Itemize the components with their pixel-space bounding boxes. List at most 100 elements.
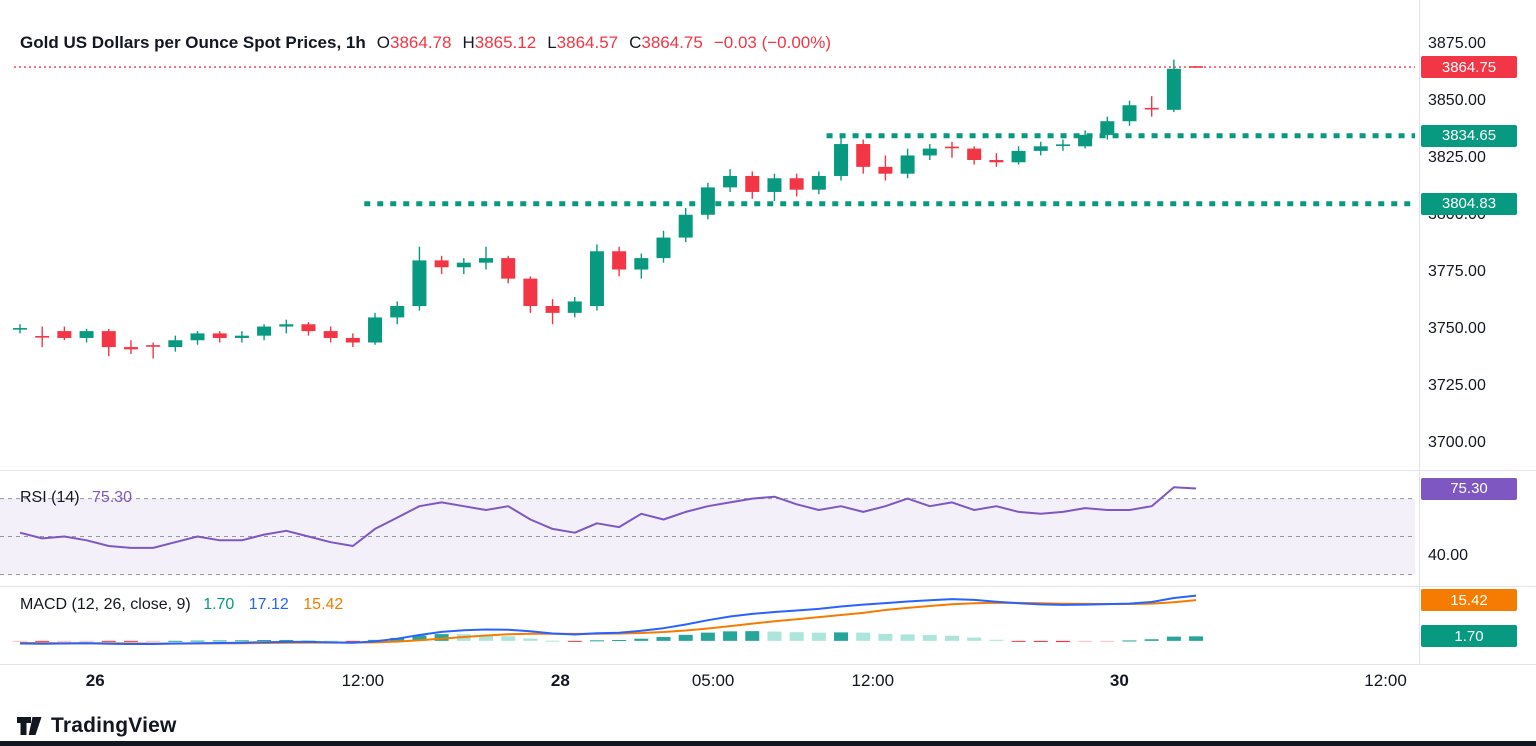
price-tick-label: 3875.00 (1428, 34, 1486, 52)
candle-body (1055, 144, 1070, 146)
bottom-bar (0, 741, 1536, 746)
macd-hist-bar (1144, 639, 1159, 641)
candle-body (212, 333, 227, 338)
macd-hist-bar (434, 634, 449, 641)
macd-hist-bar (678, 634, 693, 641)
chart-legend: Gold US Dollars per Ounce Spot Prices, 1… (20, 33, 831, 53)
time-axis[interactable]: 26 12:00 28 05:00 12:00 30 12:00 (0, 666, 1536, 700)
candle-body (323, 331, 338, 338)
price-tick-label: 3725.00 (1428, 376, 1486, 394)
time-tick-label: 30 (1109, 671, 1129, 690)
macd-hist-bar (234, 640, 249, 642)
macd-hist-bar (35, 640, 50, 642)
time-tick-label: 12:00 (341, 671, 385, 690)
macd-hist-bar (878, 633, 893, 641)
candle-body (501, 258, 516, 279)
macd-hist-bar (1189, 636, 1204, 641)
rsi-line (19, 486, 1197, 549)
macd-hist-bar (1011, 640, 1026, 642)
macd-hist-bar (501, 636, 516, 641)
macd-hist-bar (101, 640, 116, 642)
macd-hist-bar (523, 638, 538, 641)
macd-hist-bar (257, 640, 272, 642)
ohlc-open: O3864.78 (376, 33, 452, 52)
tradingview-logo[interactable]: TradingView (16, 714, 177, 738)
macd-hist-bar (57, 640, 72, 642)
macd-legend: MACD (12, 26, close, 9) 1.70 17.12 15.42 (20, 596, 343, 614)
candle-body (1033, 146, 1048, 151)
candle-body (634, 258, 649, 270)
price-axis[interactable]: 3875.003850.003825.003800.003775.003750.… (1420, 0, 1536, 700)
candle-body (456, 262, 471, 268)
candle-body (79, 331, 94, 338)
macd-hist-bar (900, 634, 915, 641)
price-tick-label: 3700.00 (1428, 433, 1486, 451)
macd-hist-bar (834, 632, 849, 641)
candle-body (589, 251, 604, 307)
candle-body (368, 317, 383, 343)
macd-label: MACD (12, 26, close, 9) (20, 596, 191, 613)
candle-body (656, 237, 671, 259)
macd-hist-bar (1033, 640, 1048, 642)
price-badge: 3834.65 (1421, 124, 1517, 147)
rsi-label: RSI (14) (20, 489, 80, 506)
ohlc-low: L3864.57 (547, 33, 619, 52)
candle-body (723, 175, 738, 188)
candle-body (612, 251, 627, 270)
rsi-value: 75.30 (92, 489, 133, 506)
macd-badge: 15.42 (1421, 589, 1517, 612)
candle-body (745, 175, 760, 192)
macd-hist-bar (190, 640, 205, 642)
macd-hist-bar (123, 640, 138, 642)
candle-body (922, 148, 937, 156)
macd-hist-bar (745, 631, 760, 641)
rsi-tick-label: 40.00 (1428, 546, 1469, 564)
macd-hist-bar (146, 640, 161, 642)
candle-body (1166, 68, 1181, 110)
price-tick-label: 3750.00 (1428, 319, 1486, 337)
macd-hist-bar (168, 640, 183, 642)
candle-body (700, 187, 715, 215)
candle-body (57, 331, 72, 338)
candle-body (900, 155, 915, 174)
macd-hist-bar (545, 640, 560, 642)
macd-hist-bar (612, 640, 627, 642)
tradingview-logo-text: TradingView (51, 714, 177, 737)
candle-body (279, 324, 294, 327)
time-tick-label: 28 (550, 671, 570, 690)
tradingview-logo-icon (17, 717, 42, 735)
candle-body (567, 301, 582, 313)
candle-body (1011, 150, 1026, 163)
price-tick-label: 3775.00 (1428, 262, 1486, 280)
candle-body (967, 148, 982, 161)
macd-hist-bar (989, 639, 1004, 641)
price-tick-label: 3825.00 (1428, 148, 1486, 166)
macd-hist-bar (478, 634, 493, 641)
symbol-title: Gold US Dollars per Ounce Spot Prices, 1… (20, 33, 366, 52)
candle-body (234, 335, 249, 338)
macd-hist-bar (589, 640, 604, 642)
candle-body (789, 178, 804, 190)
macd-hist-bar (212, 640, 227, 642)
ohlc-high: H3865.12 (462, 33, 537, 52)
price-change: −0.03 (−0.00%) (713, 33, 832, 52)
macd-hist-bar (279, 639, 294, 641)
rsi-badge: 75.30 (1421, 477, 1517, 500)
candle-body (1100, 121, 1115, 135)
candle-body (944, 146, 959, 149)
candle-body (1078, 134, 1093, 147)
macd-line (19, 594, 1197, 645)
candle-body (1122, 105, 1137, 122)
candle-body (834, 144, 849, 176)
time-tick-label: 26 (85, 671, 105, 690)
candle-body (301, 324, 316, 332)
candle-body (146, 345, 161, 347)
macd-signal-value: 15.42 (303, 596, 344, 613)
candle-body (767, 178, 782, 192)
candle-body (390, 306, 405, 318)
candle-body (123, 347, 138, 350)
macd-hist-bar (789, 632, 804, 641)
macd-hist-bar (567, 640, 582, 642)
macd-hist-bar (1122, 640, 1137, 642)
